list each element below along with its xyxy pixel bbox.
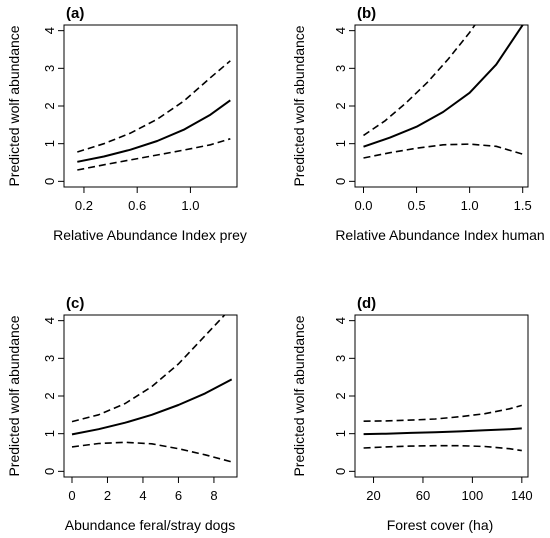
- y-axis-title: Predicted wolf abundance: [291, 315, 307, 476]
- y-tick-label: 3: [333, 355, 348, 362]
- series-lines: [71, 315, 233, 463]
- y-axis-title: Predicted wolf abundance: [291, 25, 307, 186]
- lower-ci-line: [363, 143, 523, 159]
- panel-label: (a): [66, 5, 84, 22]
- series-lines: [363, 404, 523, 452]
- y-tick-label: 4: [42, 27, 57, 34]
- y-tick-label: 0: [42, 468, 57, 475]
- series-lines: [363, 25, 524, 159]
- axis-ticks: 0.0 0.5 1.0 1.5 0 1 2 3 4: [333, 27, 532, 213]
- panel-a: (a) Relative Abundance Index prey Predic…: [6, 5, 247, 243]
- x-tick-label: 4: [139, 488, 146, 503]
- panel-label: (c): [66, 295, 84, 312]
- y-tick-label: 1: [333, 430, 348, 437]
- lower-ci-line: [77, 138, 231, 171]
- y-axis-title: Predicted wolf abundance: [6, 315, 22, 476]
- x-tick-label: 20: [366, 488, 380, 503]
- x-tick-label: 0.6: [128, 198, 146, 213]
- panel-d: (d) Forest cover (ha) Predicted wolf abu…: [291, 295, 533, 533]
- y-tick-label: 3: [42, 65, 57, 72]
- x-tick-label: 8: [210, 488, 217, 503]
- lower-ci-line: [363, 444, 522, 452]
- x-tick-label: 0.2: [75, 198, 93, 213]
- x-axis-title: Relative Abundance Index prey: [53, 227, 247, 243]
- axis-ticks: 20 60 100 140 0 1 2 3 4: [333, 317, 533, 503]
- series-lines: [77, 60, 231, 171]
- upper-ci-line: [71, 315, 226, 423]
- y-tick-label: 3: [42, 355, 57, 362]
- x-tick-label: 140: [511, 488, 533, 503]
- upper-ci-line: [363, 404, 523, 422]
- y-axis-title: Predicted wolf abundance: [6, 25, 22, 186]
- upper-ci-line: [363, 25, 476, 137]
- y-tick-label: 2: [42, 102, 57, 109]
- x-tick-label: 0.0: [354, 198, 372, 213]
- y-tick-label: 1: [42, 430, 57, 437]
- x-tick-label: 1.0: [461, 198, 479, 213]
- lower-ci-line: [71, 441, 232, 463]
- fitted-line: [71, 378, 233, 436]
- y-tick-label: 1: [333, 140, 348, 147]
- fitted-line: [77, 99, 231, 163]
- x-tick-label: 1.0: [181, 198, 199, 213]
- panel-c: (c) Abundance feral/stray dogs Predicted…: [6, 295, 238, 533]
- y-tick-label: 0: [333, 178, 348, 185]
- x-tick-label: 0: [68, 488, 75, 503]
- x-axis-title: Abundance feral/stray dogs: [65, 517, 235, 533]
- y-tick-label: 4: [333, 317, 348, 324]
- panel-b: (b) Relative Abundance Index human Predi…: [291, 5, 545, 243]
- fitted-line: [363, 25, 524, 148]
- panel-label: (b): [357, 5, 376, 22]
- plot-frame: [63, 314, 238, 478]
- axis-ticks: 0.2 0.6 1.0 0 1 2 3 4: [42, 27, 199, 213]
- x-tick-label: 6: [175, 488, 182, 503]
- plot-frame: [63, 24, 238, 188]
- x-tick-label: 100: [462, 488, 484, 503]
- fitted-line: [363, 427, 522, 436]
- plot-frame: [354, 314, 529, 478]
- x-tick-label: 1.5: [514, 198, 532, 213]
- x-axis-title: Forest cover (ha): [387, 517, 494, 533]
- y-tick-label: 2: [333, 102, 348, 109]
- y-tick-label: 1: [42, 140, 57, 147]
- y-tick-label: 3: [333, 65, 348, 72]
- y-tick-label: 2: [333, 392, 348, 399]
- y-tick-label: 0: [333, 468, 348, 475]
- y-tick-label: 2: [42, 392, 57, 399]
- upper-ci-line: [77, 60, 231, 153]
- y-tick-label: 0: [42, 178, 57, 185]
- panel-label: (d): [357, 295, 376, 312]
- x-axis-title: Relative Abundance Index human: [335, 227, 544, 243]
- x-tick-label: 60: [416, 488, 430, 503]
- x-tick-label: 0.5: [408, 198, 426, 213]
- x-tick-label: 2: [104, 488, 111, 503]
- plot-frame: [354, 24, 529, 188]
- y-tick-label: 4: [333, 27, 348, 34]
- axis-ticks: 0 2 4 6 8 0 1 2 3 4: [42, 317, 218, 503]
- y-tick-label: 4: [42, 317, 57, 324]
